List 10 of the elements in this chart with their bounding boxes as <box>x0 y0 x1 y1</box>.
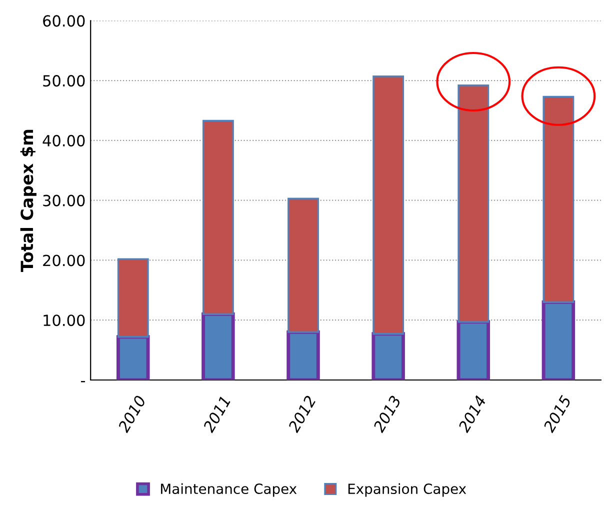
y-axis-title: Total Capex $m <box>20 130 36 272</box>
y-tick-label: 40.00 <box>42 134 85 146</box>
y-tick-label: 10.00 <box>44 314 85 326</box>
y-tick-label: 20.00 <box>43 254 85 266</box>
y-tick-label: 50.00 <box>43 75 85 87</box>
y-tick-label: 60.00 <box>43 15 85 27</box>
y-tick-label: - <box>80 381 85 382</box>
legend-label: Maintenance Capex <box>161 483 297 497</box>
legend-label: Expansion Capex <box>348 483 466 497</box>
y-tick-label: 30.00 <box>43 194 85 206</box>
